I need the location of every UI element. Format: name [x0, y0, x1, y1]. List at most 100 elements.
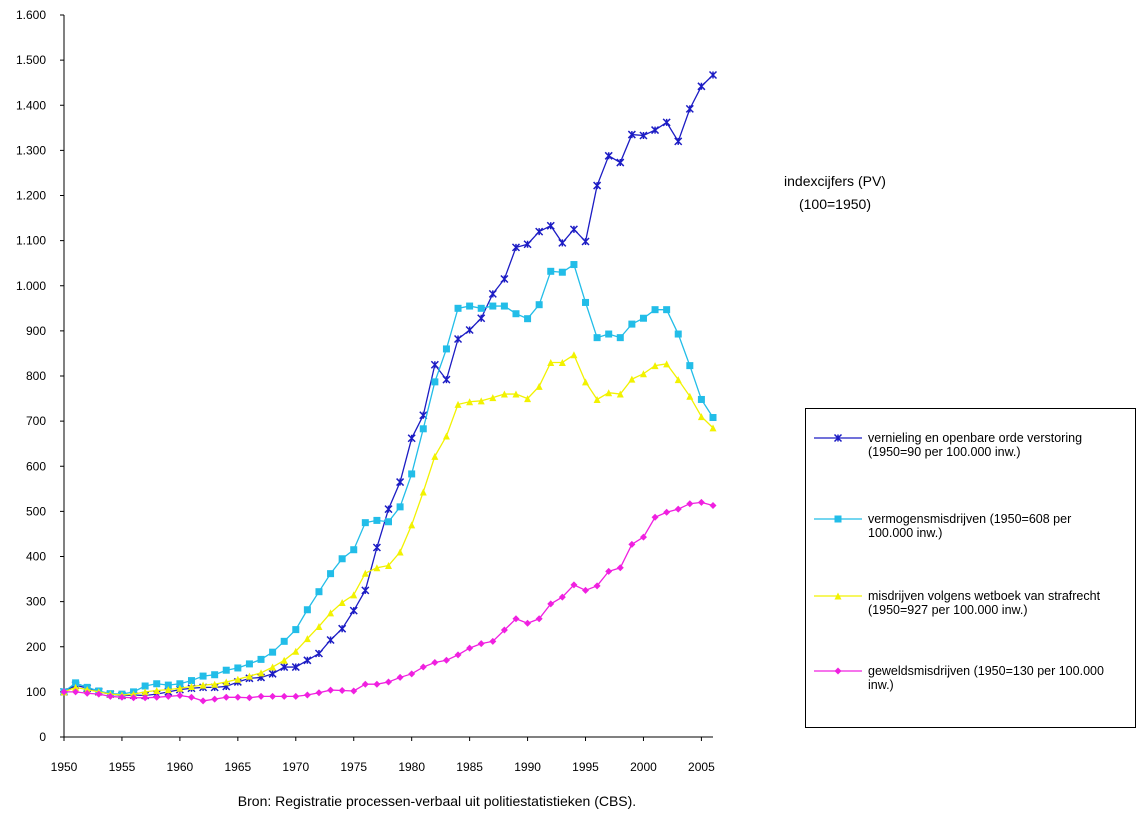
marker [199, 672, 207, 680]
marker [500, 274, 509, 284]
marker [477, 314, 486, 323]
legend-swatch [814, 433, 862, 443]
marker [350, 687, 358, 695]
marker [72, 679, 80, 687]
x-tick-label: 1980 [398, 760, 425, 774]
legend-swatch [814, 667, 862, 675]
marker [419, 488, 427, 496]
marker [511, 243, 521, 252]
marker [234, 675, 242, 683]
legend-label: vernieling en openbare orde verstoring (… [868, 431, 1083, 459]
marker [628, 540, 636, 548]
marker [303, 635, 311, 643]
marker [385, 518, 392, 526]
marker [570, 261, 578, 269]
marker [187, 693, 195, 701]
marker [662, 118, 671, 127]
marker [582, 378, 590, 386]
legend-entry: vernieling en openbare orde verstoring (… [812, 431, 1108, 459]
marker [454, 304, 462, 312]
marker [361, 519, 369, 527]
series-line [64, 501, 714, 702]
marker [616, 158, 625, 167]
marker [315, 588, 323, 596]
marker [639, 314, 647, 322]
marker [558, 358, 566, 366]
marker [396, 503, 404, 511]
y-tick-label: 500 [26, 504, 46, 518]
x-tick-label: 1985 [456, 760, 483, 774]
marker [211, 671, 219, 679]
y-tick-label: 1.100 [16, 234, 46, 248]
marker [361, 569, 369, 577]
y-tick-label: 700 [26, 414, 46, 428]
marker [164, 681, 172, 689]
marker [141, 682, 149, 690]
marker [303, 691, 311, 699]
marker [373, 516, 381, 524]
marker [349, 606, 358, 615]
marker [605, 389, 613, 397]
marker [651, 306, 659, 314]
y-tick-label: 300 [26, 595, 46, 609]
marker [106, 692, 114, 700]
marker [431, 378, 439, 386]
marker [72, 683, 80, 691]
source-note: Bron: Registratie processen-verbaal uit … [238, 793, 636, 809]
legend-entry: geweldsmisdrijven (1950=130 per 100.000 … [812, 664, 1108, 692]
marker [477, 304, 485, 312]
marker [187, 677, 195, 685]
marker [593, 181, 602, 190]
marker [639, 131, 648, 140]
marker [605, 330, 613, 338]
marker [396, 673, 404, 681]
marker [141, 688, 149, 696]
marker [408, 670, 416, 678]
marker [708, 70, 718, 80]
marker [558, 268, 566, 276]
y-tick-label: 1.400 [16, 98, 46, 112]
marker [245, 672, 253, 680]
y-tick-label: 200 [26, 640, 46, 654]
marker [338, 687, 346, 695]
legend-label: misdrijven volgens wetboek van strafrech… [868, 589, 1101, 617]
marker [604, 151, 613, 160]
marker [454, 651, 462, 659]
marker [396, 478, 405, 487]
marker [419, 663, 427, 671]
marker [569, 225, 578, 234]
marker [199, 681, 207, 689]
marker [697, 395, 705, 403]
marker [408, 470, 416, 478]
x-tick-label: 1960 [167, 760, 194, 774]
marker [663, 306, 671, 314]
marker [385, 678, 392, 686]
marker [153, 680, 161, 688]
marker [616, 564, 624, 572]
marker [211, 680, 219, 688]
marker [512, 390, 520, 398]
marker [385, 562, 392, 570]
y-tick-label: 1.500 [16, 53, 46, 67]
marker [280, 656, 288, 664]
marker [627, 130, 636, 139]
marker [834, 592, 842, 600]
legend-entry: misdrijven volgens wetboek van strafrech… [812, 589, 1108, 617]
marker [639, 370, 647, 378]
marker [327, 609, 335, 617]
marker [314, 649, 323, 658]
marker [95, 690, 103, 698]
legend-swatch [814, 515, 862, 523]
marker [269, 692, 277, 700]
marker [466, 302, 474, 310]
y-tick-label: 100 [26, 685, 46, 699]
marker [338, 555, 346, 563]
marker [257, 655, 265, 663]
marker [547, 358, 555, 366]
marker [176, 684, 184, 692]
y-tick-label: 1.200 [16, 189, 46, 203]
marker [430, 360, 439, 369]
marker [315, 689, 323, 697]
marker [628, 320, 636, 328]
marker [373, 564, 381, 572]
